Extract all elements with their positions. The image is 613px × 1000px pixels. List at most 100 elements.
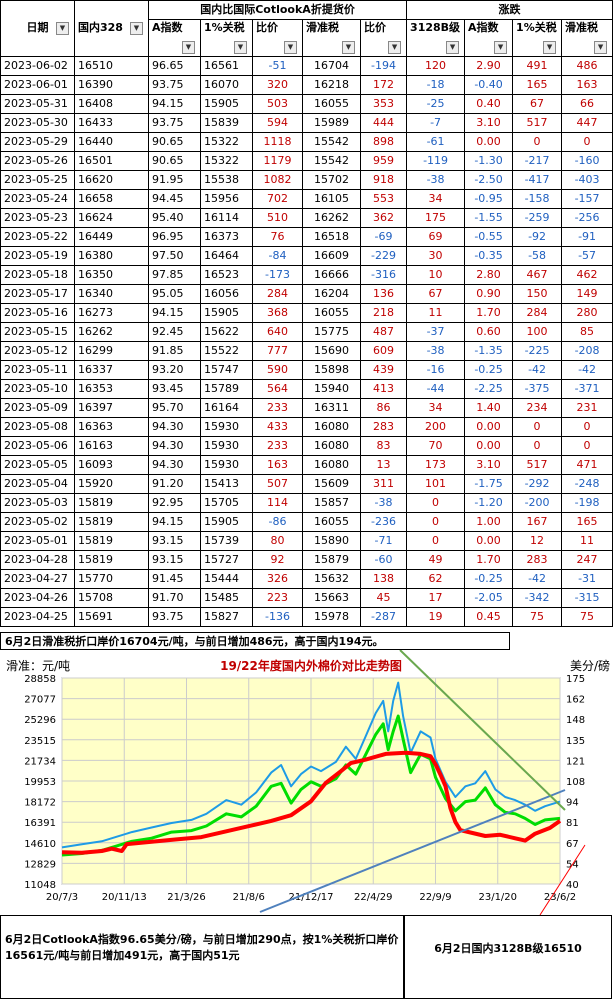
table-cell[interactable]: 233 (252, 398, 303, 418)
table-cell[interactable]: -7 (406, 113, 466, 133)
table-cell[interactable]: 510 (252, 208, 303, 228)
col-header-date[interactable]: 日期 ▼ (0, 0, 75, 57)
table-cell[interactable]: 92 (252, 550, 303, 570)
table-cell[interactable]: 2023-05-08 (0, 417, 75, 437)
table-cell[interactable]: 15930 (200, 417, 253, 437)
table-cell[interactable]: 2023-05-02 (0, 512, 75, 532)
table-cell[interactable]: -69 (359, 227, 408, 247)
table-cell[interactable]: 76 (252, 227, 303, 247)
table-cell[interactable]: 16080 (302, 455, 361, 475)
table-cell[interactable]: 517 (512, 455, 563, 475)
table-cell[interactable]: -51 (252, 56, 303, 76)
table-cell[interactable]: 19 (406, 607, 466, 627)
table-cell[interactable]: -38 (406, 341, 466, 361)
table-cell[interactable]: 15857 (302, 493, 361, 513)
table-cell[interactable]: 311 (359, 474, 408, 494)
table-cell[interactable]: 2023-05-12 (0, 341, 75, 361)
col-header-3[interactable]: 1%关税 ▼ (200, 19, 253, 57)
table-cell[interactable]: 15322 (200, 132, 253, 152)
table-cell[interactable]: -198 (561, 493, 613, 513)
table-cell[interactable]: 86 (359, 398, 408, 418)
table-cell[interactable]: 16658 (74, 189, 149, 209)
table-cell[interactable]: 13 (359, 455, 408, 475)
table-cell[interactable]: 487 (359, 322, 408, 342)
table-cell[interactable]: 362 (359, 208, 408, 228)
table-cell[interactable]: 16501 (74, 151, 149, 171)
table-cell[interactable]: 15879 (302, 550, 361, 570)
table-cell[interactable]: 15775 (302, 322, 361, 342)
table-cell[interactable]: 15739 (200, 531, 253, 551)
table-cell[interactable]: 2023-05-25 (0, 170, 75, 190)
table-cell[interactable]: 320 (252, 75, 303, 95)
table-cell[interactable]: 0.00 (464, 531, 514, 551)
table-cell[interactable]: 80 (252, 531, 303, 551)
table-cell[interactable]: 15989 (302, 113, 361, 133)
table-cell[interactable]: 93.45 (148, 379, 201, 399)
table-cell[interactable]: 16262 (302, 208, 361, 228)
table-cell[interactable]: 0 (561, 436, 613, 456)
table-cell[interactable]: 15747 (200, 360, 253, 380)
table-cell[interactable]: 15690 (302, 341, 361, 361)
table-cell[interactable]: 0 (512, 132, 563, 152)
table-cell[interactable]: 94.15 (148, 512, 201, 532)
table-cell[interactable]: 467 (512, 265, 563, 285)
table-cell[interactable]: 16114 (200, 208, 253, 228)
table-cell[interactable]: 15727 (200, 550, 253, 570)
table-cell[interactable]: -2.50 (464, 170, 514, 190)
table-cell[interactable]: -119 (406, 151, 466, 171)
table-cell[interactable]: 66 (561, 94, 613, 114)
table-cell[interactable]: -292 (512, 474, 563, 494)
table-cell[interactable]: 16408 (74, 94, 149, 114)
table-cell[interactable]: 16620 (74, 170, 149, 190)
table-cell[interactable]: 15322 (200, 151, 253, 171)
table-cell[interactable]: 2023-05-26 (0, 151, 75, 171)
table-cell[interactable]: 0.45 (464, 607, 514, 627)
table-cell[interactable]: 120 (406, 56, 466, 76)
table-cell[interactable]: 34 (406, 189, 466, 209)
table-cell[interactable]: 15622 (200, 322, 253, 342)
table-cell[interactable]: 1082 (252, 170, 303, 190)
table-cell[interactable]: 16311 (302, 398, 361, 418)
table-cell[interactable]: 17 (406, 588, 466, 608)
table-cell[interactable]: 94.30 (148, 417, 201, 437)
table-cell[interactable]: -0.35 (464, 246, 514, 266)
table-cell[interactable]: 94.45 (148, 189, 201, 209)
table-cell[interactable]: 3.10 (464, 113, 514, 133)
table-cell[interactable]: 94.15 (148, 303, 201, 323)
table-cell[interactable]: 433 (252, 417, 303, 437)
table-cell[interactable]: 62 (406, 569, 466, 589)
table-cell[interactable]: -225 (512, 341, 563, 361)
table-cell[interactable]: 2023-06-01 (0, 75, 75, 95)
table-cell[interactable]: 2023-05-16 (0, 303, 75, 323)
table-cell[interactable]: -342 (512, 588, 563, 608)
table-cell[interactable]: 0.90 (464, 284, 514, 304)
table-cell[interactable]: 517 (512, 113, 563, 133)
table-cell[interactable]: 15930 (200, 436, 253, 456)
table-cell[interactable]: -44 (406, 379, 466, 399)
table-cell[interactable]: 2023-05-06 (0, 436, 75, 456)
col-header-7[interactable]: 3128B级 ▼ (406, 19, 466, 57)
table-cell[interactable]: 12 (512, 531, 563, 551)
table-cell[interactable]: 16624 (74, 208, 149, 228)
table-cell[interactable]: -259 (512, 208, 563, 228)
table-cell[interactable]: -0.25 (464, 569, 514, 589)
table-cell[interactable]: 223 (252, 588, 303, 608)
table-cell[interactable]: 15663 (302, 588, 361, 608)
table-cell[interactable]: 95.70 (148, 398, 201, 418)
table-cell[interactable]: 2023-04-25 (0, 607, 75, 627)
table-cell[interactable]: -92 (512, 227, 563, 247)
table-cell[interactable]: 16273 (74, 303, 149, 323)
table-cell[interactable]: 16204 (302, 284, 361, 304)
table-cell[interactable]: -2.05 (464, 588, 514, 608)
table-cell[interactable]: 11 (406, 303, 466, 323)
table-cell[interactable]: 149 (561, 284, 613, 304)
table-cell[interactable]: -194 (359, 56, 408, 76)
table-cell[interactable]: 101 (406, 474, 466, 494)
table-cell[interactable]: 0.40 (464, 94, 514, 114)
table-cell[interactable]: 2023-05-18 (0, 265, 75, 285)
table-cell[interactable]: 777 (252, 341, 303, 361)
table-cell[interactable]: 2023-05-15 (0, 322, 75, 342)
table-cell[interactable]: 175 (406, 208, 466, 228)
table-cell[interactable]: 218 (359, 303, 408, 323)
table-cell[interactable]: 91.70 (148, 588, 201, 608)
